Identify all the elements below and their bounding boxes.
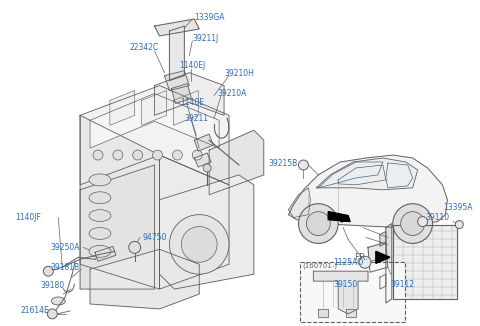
Polygon shape	[194, 134, 213, 151]
Polygon shape	[169, 26, 184, 81]
Circle shape	[113, 150, 123, 160]
Polygon shape	[80, 85, 229, 185]
Text: 39181B: 39181B	[50, 263, 80, 272]
Ellipse shape	[89, 228, 111, 239]
Polygon shape	[165, 71, 189, 91]
Polygon shape	[90, 249, 199, 309]
Text: 39180: 39180	[40, 281, 64, 289]
Text: 39250A: 39250A	[50, 243, 80, 252]
Polygon shape	[346, 309, 356, 317]
Circle shape	[299, 204, 338, 244]
Polygon shape	[328, 212, 350, 222]
Polygon shape	[338, 165, 386, 185]
Circle shape	[169, 215, 229, 274]
Text: 94750: 94750	[143, 233, 167, 242]
Polygon shape	[380, 231, 386, 246]
Polygon shape	[142, 91, 167, 125]
Text: 1125AO: 1125AO	[333, 258, 363, 267]
Polygon shape	[316, 158, 418, 190]
Polygon shape	[110, 91, 135, 125]
Circle shape	[306, 212, 330, 235]
Ellipse shape	[89, 174, 111, 186]
Polygon shape	[376, 251, 390, 263]
Polygon shape	[318, 162, 383, 188]
Polygon shape	[95, 246, 116, 261]
Polygon shape	[155, 73, 224, 115]
Polygon shape	[288, 188, 311, 217]
Polygon shape	[90, 94, 219, 148]
Text: 1140E: 1140E	[180, 98, 204, 107]
Text: 39210A: 39210A	[217, 89, 246, 98]
Text: 1339GA: 1339GA	[194, 13, 225, 22]
Polygon shape	[194, 153, 211, 167]
Polygon shape	[155, 19, 199, 36]
Text: 21614E: 21614E	[21, 306, 49, 316]
Circle shape	[133, 150, 143, 160]
Polygon shape	[288, 155, 447, 228]
Text: 39211: 39211	[184, 114, 208, 123]
Circle shape	[203, 164, 211, 172]
Ellipse shape	[89, 245, 111, 257]
Text: 39112: 39112	[391, 280, 415, 289]
Circle shape	[93, 150, 103, 160]
Circle shape	[359, 256, 371, 268]
Text: 13395A: 13395A	[444, 203, 473, 212]
Circle shape	[153, 150, 163, 160]
Circle shape	[192, 150, 202, 160]
Polygon shape	[313, 271, 368, 314]
Polygon shape	[386, 163, 413, 188]
Circle shape	[456, 221, 463, 229]
Text: 39215B: 39215B	[269, 158, 298, 168]
Polygon shape	[380, 274, 386, 289]
Circle shape	[393, 204, 432, 244]
Circle shape	[172, 150, 182, 160]
Polygon shape	[159, 175, 254, 289]
Polygon shape	[173, 91, 198, 125]
Circle shape	[401, 212, 425, 235]
Circle shape	[299, 160, 309, 170]
Text: 22342C: 22342C	[130, 43, 159, 52]
Polygon shape	[80, 115, 159, 289]
Circle shape	[48, 309, 57, 319]
Polygon shape	[171, 83, 192, 103]
Polygon shape	[318, 309, 328, 317]
Text: 39211J: 39211J	[192, 35, 218, 43]
Text: (160701-): (160701-)	[302, 263, 337, 270]
Circle shape	[129, 242, 141, 253]
Polygon shape	[80, 165, 155, 289]
Circle shape	[43, 266, 53, 276]
Ellipse shape	[89, 210, 111, 222]
Text: 1140EJ: 1140EJ	[180, 61, 205, 70]
Polygon shape	[368, 243, 388, 272]
Text: 39150: 39150	[333, 280, 358, 289]
Polygon shape	[386, 224, 392, 303]
Circle shape	[418, 216, 428, 227]
Polygon shape	[393, 225, 457, 299]
Ellipse shape	[51, 297, 65, 305]
Polygon shape	[159, 155, 229, 289]
Polygon shape	[209, 130, 264, 195]
Text: 1140JF: 1140JF	[15, 213, 41, 222]
Text: 39110: 39110	[426, 213, 450, 222]
Bar	[300, 262, 405, 322]
Ellipse shape	[89, 192, 111, 204]
Text: FR.: FR.	[354, 253, 368, 262]
Text: 39210H: 39210H	[224, 69, 254, 78]
Circle shape	[181, 227, 217, 262]
